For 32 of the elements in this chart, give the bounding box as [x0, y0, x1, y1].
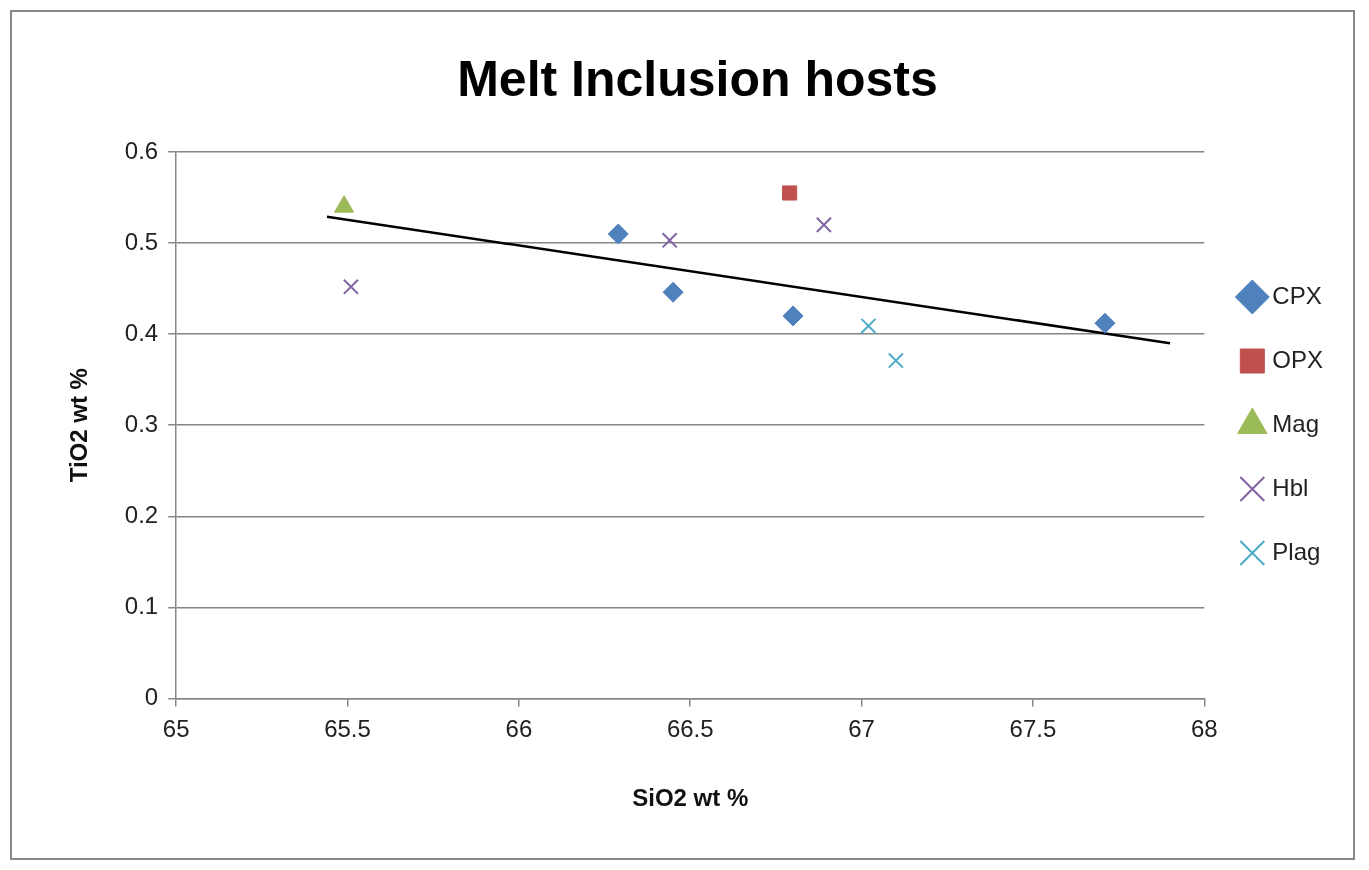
x-tick-label: 68 [1190, 715, 1218, 743]
legend-label: CPX [1272, 281, 1322, 309]
legend-label: Hbl [1272, 473, 1309, 501]
point [662, 281, 684, 303]
point [887, 352, 904, 369]
y-tick-label: 0 [144, 683, 159, 711]
y-tick-label: 0.3 [124, 409, 159, 437]
y-tick-label: 0.4 [124, 318, 159, 346]
point [782, 305, 804, 327]
y-tick-label: 0.6 [124, 136, 159, 164]
y-tick-label: 0.2 [124, 500, 159, 528]
point [1094, 312, 1116, 334]
point [860, 317, 877, 335]
y-tick-label: 0.1 [124, 591, 159, 619]
point [607, 223, 629, 245]
legend-label: OPX [1272, 345, 1323, 373]
x-tick-label: 67.5 [1009, 715, 1057, 743]
legend-label: Plag [1272, 537, 1321, 565]
x-tick-label: 65 [162, 715, 190, 743]
legend-label: Mag [1272, 409, 1319, 437]
x-axis-title: SiO2 wt % [632, 784, 749, 812]
point [782, 185, 798, 201]
point [661, 232, 678, 249]
point [342, 278, 360, 295]
x-tick-label: 66.5 [666, 715, 714, 743]
chart-title: Melt Inclusion hosts [457, 50, 938, 107]
x-tick-label: 66 [505, 715, 533, 743]
y-axis-title: TiO2 wt % [65, 368, 93, 483]
x-tick-label: 65.5 [324, 715, 371, 743]
y-tick-label: 0.5 [124, 227, 159, 255]
x-tick-label: 67 [848, 715, 875, 743]
point [815, 216, 832, 233]
